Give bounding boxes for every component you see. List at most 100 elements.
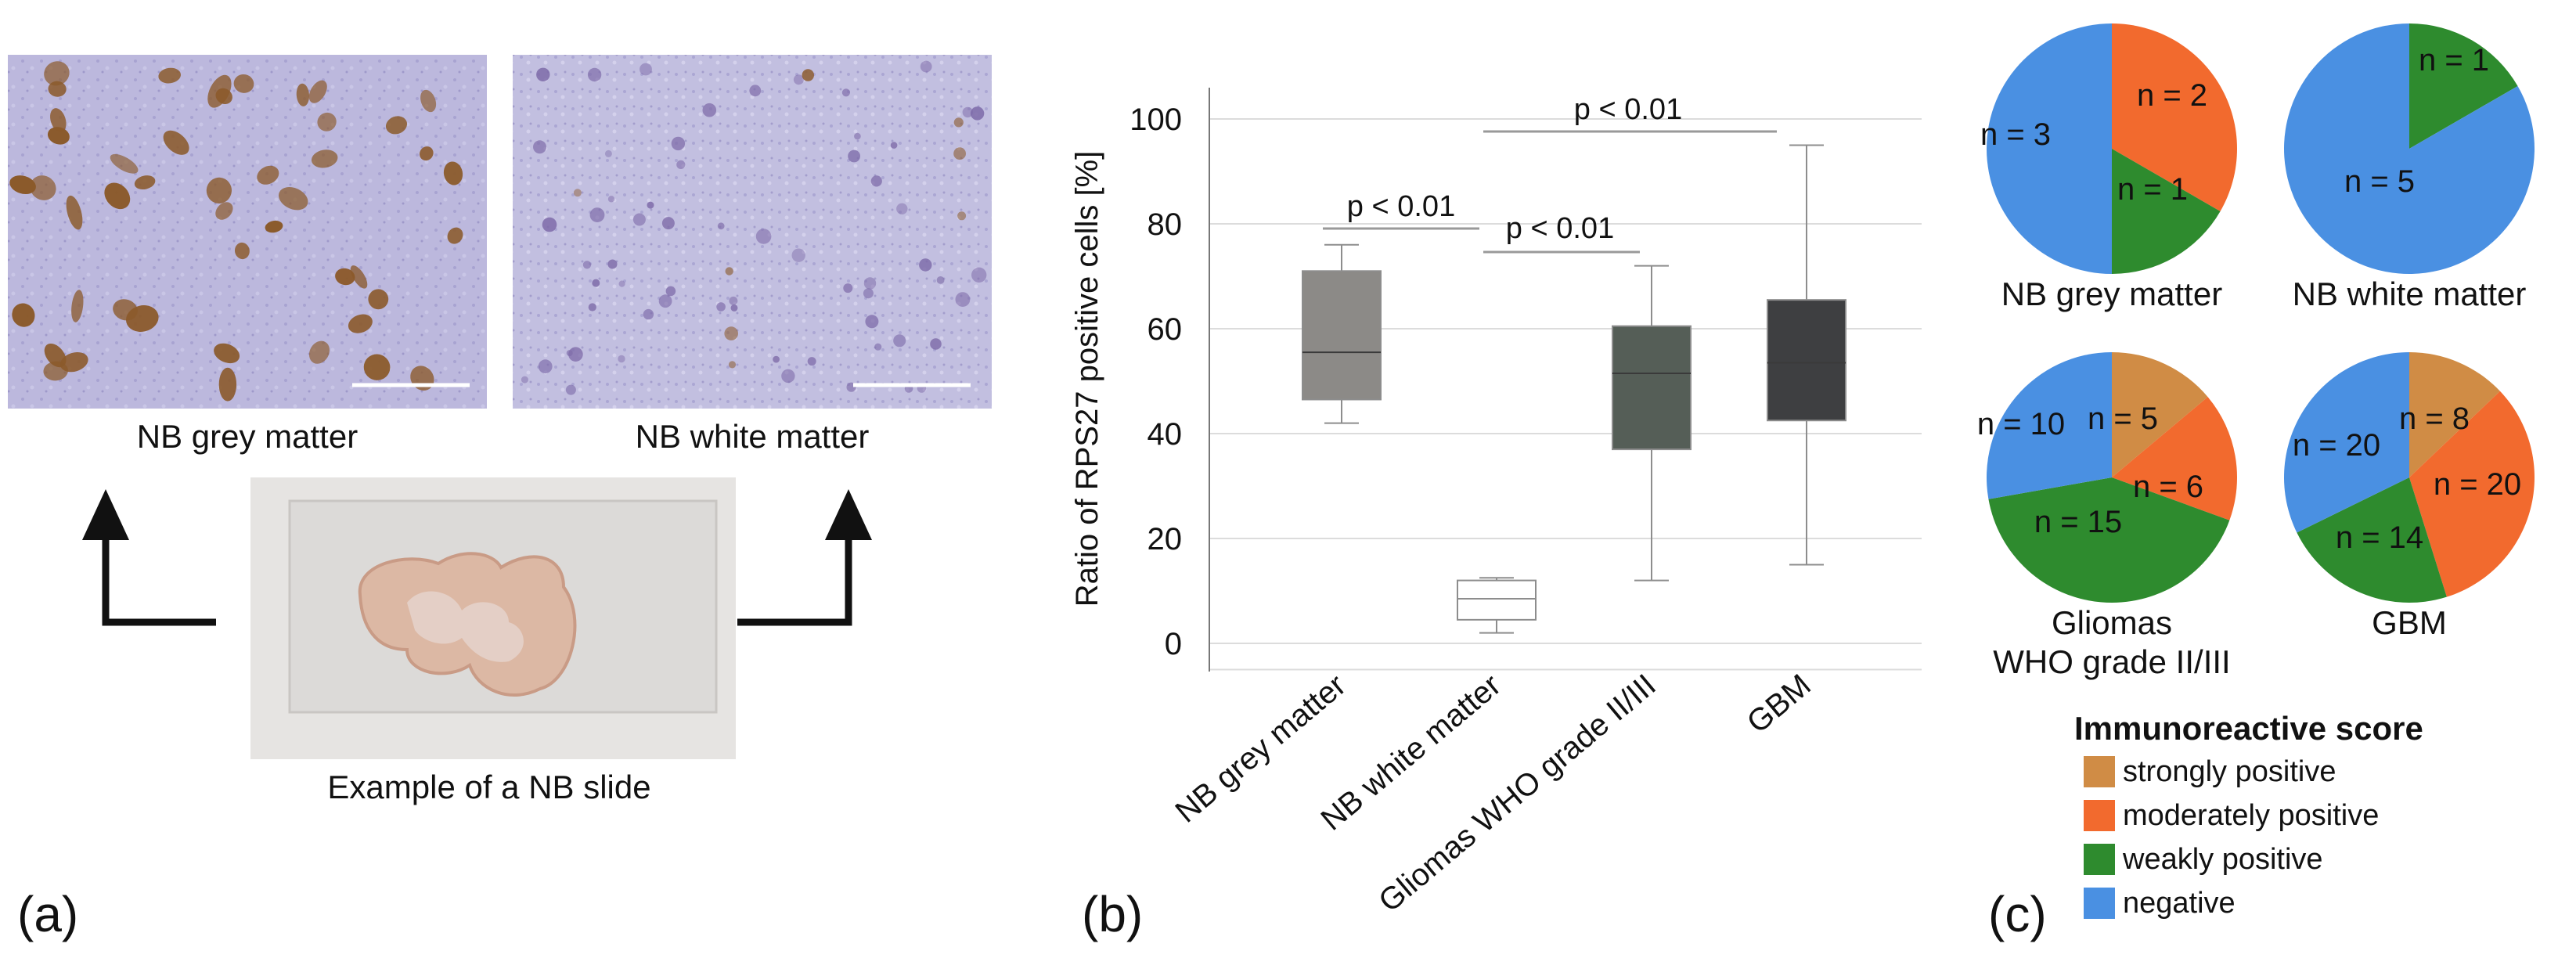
legend-item-weakly-positive: weakly positive (2084, 843, 2323, 876)
glial-cell (874, 343, 882, 351)
glial-cell (607, 259, 618, 269)
glial-cell (676, 160, 686, 169)
glial-cell (843, 283, 853, 294)
box-iqr (1457, 579, 1537, 621)
pie-slice-label: n = 3 (1980, 117, 2051, 152)
panel-b-label: (b) (1082, 886, 1143, 942)
white-matter-cells (521, 60, 987, 395)
glial-cell (582, 261, 592, 269)
panel-c: n = 2 n = 1 n = 3 n = 1 n = 5 n = 5 n = 6 n = 1… (1977, 23, 2535, 942)
legend-title: Immunoreactive score (2074, 710, 2423, 747)
neuron-cell (385, 116, 408, 135)
neuron-cell (158, 67, 182, 84)
glial-cell (729, 296, 738, 305)
glial-cell (890, 142, 898, 149)
glial-cell (773, 355, 780, 363)
neuron-cell (110, 153, 139, 174)
box-marks (1302, 144, 1846, 634)
glial-cell (724, 326, 738, 340)
pie-slice-moderately-positive (2112, 23, 2237, 211)
box-nb-grey-matter (1302, 243, 1382, 424)
neuron-cell (363, 354, 391, 380)
glial-cell (953, 147, 966, 160)
glial-cell (521, 376, 528, 384)
legend-swatch (2084, 888, 2115, 919)
glial-cell (588, 303, 596, 312)
pie-slice-negative (2283, 23, 2535, 274)
box-iqr (1767, 299, 1846, 422)
pie-slice-negative (1986, 351, 2112, 499)
glial-cell (573, 189, 582, 197)
pie-nb-grey-matter: n = 2 n = 1 n = 3 (1980, 23, 2237, 274)
y-tick-label: 20 (1147, 522, 1183, 556)
arrow-right-line (737, 532, 852, 626)
glial-cell (658, 294, 672, 308)
glial-cell (538, 359, 553, 374)
neuron-cell (47, 127, 70, 145)
glial-cell (568, 347, 583, 362)
glial-cell (717, 222, 725, 230)
box-gbm (1767, 144, 1846, 566)
glial-cell (865, 315, 879, 329)
neuron-cell (163, 130, 189, 155)
neuron-cell (278, 187, 308, 211)
box-iqr (1302, 270, 1382, 401)
glial-cell (566, 350, 573, 357)
neuron-cell (215, 202, 233, 220)
glial-cell (781, 369, 795, 384)
arrow-left-head (82, 489, 129, 540)
x-tick-label: GBM (1741, 668, 1818, 740)
glial-cell (716, 302, 726, 312)
glial-cell (936, 276, 945, 284)
neuron-cell (420, 89, 437, 113)
panel-a-label: (a) (17, 886, 78, 942)
glial-cell (589, 207, 605, 222)
y-tick-label: 100 (1129, 103, 1182, 137)
neuron-cell (296, 83, 310, 106)
neuron-cell (48, 81, 67, 97)
legend-item-strongly-positive: strongly positive (2084, 755, 2336, 788)
pie-slice-label: n = 1 (2419, 43, 2489, 77)
glial-cell (728, 361, 737, 369)
legend-swatch (2084, 756, 2115, 787)
pie-nb-white-matter: n = 1 n = 5 (2283, 23, 2535, 274)
glial-cell (542, 217, 557, 232)
glial-cell (896, 203, 908, 214)
pie-title-white-matter: NB white matter (2293, 276, 2527, 312)
glial-cell (953, 117, 964, 128)
neuron-cell (113, 299, 138, 321)
glial-cell (604, 149, 612, 157)
glial-cell (702, 103, 717, 117)
glial-cell (592, 279, 600, 287)
neuron-cell (207, 74, 232, 108)
glial-cell (533, 140, 546, 154)
pie-gliomas: n = 5 n = 6 n = 15 n = 10 (1977, 351, 2238, 603)
glial-cell (854, 132, 861, 140)
glial-cell (725, 267, 733, 276)
glial-cell (618, 280, 625, 287)
neuron-cell (134, 175, 156, 190)
neuron-cell (308, 80, 327, 103)
neuron-cell (71, 290, 84, 322)
neuron-cell (59, 351, 88, 373)
glial-cell (957, 211, 967, 221)
glial-cell (791, 248, 805, 262)
legend-label: weakly positive (2122, 843, 2323, 876)
glial-cell (920, 60, 932, 73)
caption-white-matter: NB white matter (636, 418, 870, 455)
glial-cell (970, 106, 985, 121)
sig-label-2: p < 0.01 (1506, 212, 1614, 245)
glial-cell (930, 338, 942, 350)
neuron-cell (234, 242, 250, 260)
pie-slice-label: n = 5 (2344, 164, 2415, 199)
neuron-cell (104, 182, 131, 210)
micrograph-grey-matter (8, 55, 487, 409)
x-tick-label: Gliomas WHO grade II/III (1372, 668, 1663, 919)
neuron-cell (44, 343, 67, 368)
neuron-cell (257, 165, 279, 185)
arrow-right-head (825, 489, 872, 540)
pie-slice-label: n = 10 (1977, 407, 2065, 441)
neuron-cell (233, 74, 254, 93)
box-nb-white-matter (1457, 577, 1537, 634)
